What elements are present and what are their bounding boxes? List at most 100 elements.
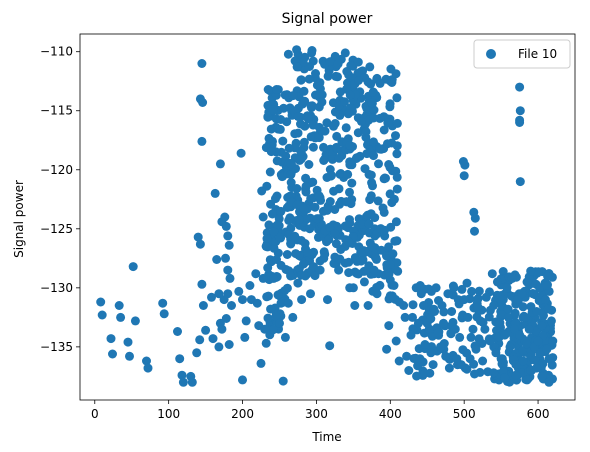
data-point <box>449 283 459 293</box>
data-point <box>502 283 512 293</box>
x-tick-label: 0 <box>91 407 99 421</box>
data-point <box>224 240 234 250</box>
data-point <box>389 281 399 290</box>
data-point <box>266 304 276 314</box>
data-point <box>357 219 367 229</box>
data-point <box>470 226 479 236</box>
data-point <box>192 348 202 358</box>
data-point <box>319 253 329 263</box>
data-point <box>331 71 341 81</box>
data-point <box>400 312 410 322</box>
data-point <box>470 213 480 223</box>
data-point <box>330 252 340 262</box>
data-point <box>291 249 301 259</box>
data-point <box>312 80 322 90</box>
data-point <box>460 160 470 170</box>
x-axis-label: Time <box>311 430 341 444</box>
data-point <box>420 340 430 349</box>
data-point <box>392 118 402 128</box>
data-point <box>504 312 513 322</box>
data-point <box>345 157 355 167</box>
data-point <box>286 178 296 187</box>
data-point <box>314 92 324 102</box>
data-point <box>267 209 277 219</box>
data-point <box>276 298 286 308</box>
data-point <box>404 366 414 375</box>
data-point <box>356 247 366 257</box>
data-point <box>412 371 422 381</box>
data-point <box>345 187 354 197</box>
y-axis-label: Signal power <box>12 180 26 258</box>
data-point <box>300 96 310 106</box>
data-point <box>515 118 525 127</box>
data-point <box>515 177 525 187</box>
data-point <box>304 74 314 84</box>
data-point <box>217 324 227 334</box>
data-point <box>368 242 378 252</box>
data-point <box>350 301 360 310</box>
data-point <box>480 324 490 334</box>
data-point <box>296 154 306 164</box>
data-point <box>447 307 457 316</box>
data-point <box>466 332 476 342</box>
data-point <box>369 151 378 161</box>
data-point <box>356 116 366 126</box>
data-point <box>347 178 357 188</box>
data-point <box>215 159 225 169</box>
data-point <box>268 105 278 115</box>
data-point <box>280 286 290 296</box>
data-point <box>299 204 309 214</box>
y-tick-label: −120 <box>40 163 73 177</box>
data-point <box>207 292 216 302</box>
y-tick-label: −125 <box>40 222 73 236</box>
data-point <box>263 85 273 94</box>
data-point <box>159 309 169 319</box>
data-point <box>227 301 236 310</box>
data-point <box>385 259 395 269</box>
data-point <box>238 295 247 305</box>
data-point <box>319 142 328 152</box>
data-point <box>457 284 467 294</box>
data-point <box>198 98 208 107</box>
data-point <box>391 217 401 227</box>
data-point <box>373 196 383 206</box>
data-point <box>384 242 394 252</box>
data-point <box>319 156 329 165</box>
data-point <box>489 301 499 310</box>
data-point <box>173 327 182 336</box>
data-point <box>383 118 393 128</box>
data-point <box>210 188 220 198</box>
data-point <box>402 351 412 361</box>
data-point <box>283 298 293 308</box>
data-point <box>299 86 309 96</box>
data-point <box>298 57 308 67</box>
data-point <box>537 321 547 331</box>
data-point <box>266 147 276 157</box>
data-point <box>262 234 272 244</box>
data-point <box>265 167 275 177</box>
data-point <box>323 295 332 305</box>
data-point <box>257 186 267 196</box>
data-point <box>390 236 400 246</box>
data-point <box>306 194 316 204</box>
data-point <box>214 289 224 299</box>
data-point <box>366 191 376 201</box>
data-point <box>467 286 477 296</box>
data-point <box>276 206 286 216</box>
data-point <box>305 224 315 234</box>
x-tick-label: 600 <box>527 407 550 421</box>
data-point <box>214 342 224 352</box>
data-point <box>282 250 292 259</box>
data-point <box>543 271 553 281</box>
data-point <box>507 273 517 283</box>
data-point <box>378 203 388 213</box>
data-point <box>391 336 401 346</box>
data-point <box>261 338 271 348</box>
data-point <box>528 289 538 299</box>
data-point <box>281 151 291 161</box>
data-point <box>325 197 335 206</box>
data-point <box>473 302 483 311</box>
data-point <box>531 326 541 336</box>
data-point <box>372 74 382 84</box>
data-point <box>478 356 488 366</box>
